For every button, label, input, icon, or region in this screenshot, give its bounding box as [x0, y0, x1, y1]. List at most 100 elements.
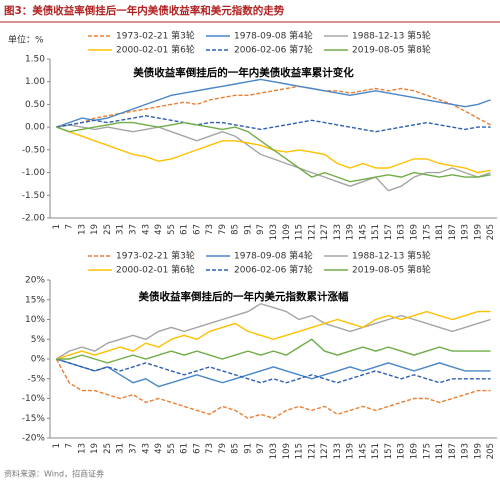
- x-tick-label: 61: [180, 443, 190, 454]
- x-tick-label: 97: [256, 443, 266, 454]
- x-tick-label: 13: [77, 224, 87, 235]
- y-tick-label: 0.50: [25, 100, 45, 110]
- chart-title: 美债收益率倒挂后的一年内美债收益率累计变化: [133, 66, 354, 79]
- series-line: [56, 121, 491, 183]
- x-tick-label: 85: [231, 443, 241, 454]
- legend-label: 2000-02-01 第6轮: [116, 44, 195, 56]
- x-tick-label: 175: [422, 443, 432, 459]
- series-line: [56, 358, 491, 388]
- figure-title: 图3：美债收益率倒挂后一年内美债收益率和美元指数的走势: [4, 4, 285, 17]
- x-tick-label: 91: [243, 443, 253, 454]
- y-tick-label: 1.00: [25, 77, 45, 87]
- x-tick-label: 199: [473, 443, 483, 459]
- legend-label: 2000-02-01 第6轮: [116, 264, 195, 276]
- x-tick-label: 61: [180, 224, 190, 235]
- series-line: [56, 124, 491, 192]
- y-tick-label: -10%: [22, 394, 46, 404]
- x-tick-label: 1: [52, 443, 62, 448]
- x-tick-label: 7: [65, 443, 75, 448]
- x-tick-label: 103: [269, 443, 279, 459]
- y-tick-label: 15%: [25, 295, 45, 305]
- y-tick-label: 10%: [25, 315, 45, 325]
- x-tick-label: 151: [371, 224, 381, 240]
- x-tick-label: 205: [486, 443, 496, 459]
- legend-label: 1973-02-21 第3轮: [116, 30, 195, 42]
- x-tick-label: 43: [141, 443, 151, 454]
- x-tick-label: 91: [243, 224, 253, 235]
- series-line: [56, 338, 491, 364]
- x-tick-label: 145: [358, 443, 368, 459]
- x-tick-label: 169: [409, 443, 419, 459]
- x-tick-label: 187: [448, 224, 458, 240]
- y-tick-label: -20%: [22, 434, 46, 444]
- x-tick-label: 55: [167, 443, 177, 454]
- x-tick-label: 31: [116, 224, 126, 235]
- x-tick-label: 193: [461, 224, 471, 240]
- x-tick-label: 115: [295, 443, 305, 459]
- x-tick-label: 79: [218, 443, 228, 454]
- x-tick-label: 157: [384, 443, 394, 459]
- legend-label: 2019-08-05 第8轮: [352, 264, 431, 276]
- x-tick-label: 31: [116, 443, 126, 454]
- series-line: [56, 85, 491, 128]
- y-tick-label: 0.00: [25, 123, 45, 133]
- x-tick-label: 181: [435, 224, 445, 240]
- x-tick-label: 19: [90, 224, 100, 235]
- source: 资料来源：Wind，招商证券: [4, 469, 104, 479]
- y-tick-label: 1.50: [25, 55, 45, 65]
- series-line: [56, 115, 491, 133]
- y-tick-label: -0.50: [22, 145, 46, 155]
- y-tick-label: 5%: [31, 335, 46, 345]
- x-tick-label: 49: [154, 224, 164, 235]
- y-tick-label: -15%: [22, 414, 46, 424]
- x-tick-label: 133: [333, 443, 343, 459]
- x-tick-label: 7: [65, 224, 75, 229]
- x-tick-label: 109: [282, 443, 292, 459]
- x-tick-label: 181: [435, 443, 445, 459]
- x-tick-label: 1: [52, 224, 62, 229]
- x-tick-label: 85: [231, 224, 241, 235]
- x-tick-label: 73: [205, 443, 215, 454]
- y-tick-label: -5%: [27, 374, 45, 384]
- legend-label: 2006-02-06 第7轮: [234, 44, 313, 56]
- legend-label: 1978-09-08 第4轮: [234, 250, 313, 262]
- series-line: [55, 358, 491, 420]
- legend-label: 1988-12-13 第5轮: [352, 30, 431, 42]
- chart-title: 美债收益率倒挂后的一年内美元指数累计涨幅: [139, 290, 349, 303]
- x-tick-label: 19: [90, 443, 100, 454]
- x-tick-label: 163: [397, 224, 407, 240]
- x-tick-label: 67: [192, 224, 202, 235]
- x-tick-label: 169: [409, 224, 419, 240]
- x-tick-label: 103: [269, 224, 279, 240]
- x-tick-label: 199: [473, 224, 483, 240]
- x-tick-label: 145: [358, 224, 368, 240]
- x-tick-label: 163: [397, 443, 407, 459]
- series-line: [56, 78, 491, 128]
- x-tick-label: 109: [282, 224, 292, 240]
- x-tick-label: 49: [154, 443, 164, 454]
- x-tick-label: 37: [129, 443, 139, 454]
- x-tick-label: 55: [167, 224, 177, 235]
- legend-label: 2019-08-05 第8轮: [352, 44, 431, 56]
- x-tick-label: 43: [141, 224, 151, 235]
- x-tick-label: 151: [371, 443, 381, 459]
- x-tick-label: 67: [192, 443, 202, 454]
- series-line: [56, 358, 491, 384]
- x-tick-label: 97: [256, 224, 266, 235]
- x-tick-label: 139: [346, 224, 356, 240]
- x-tick-label: 157: [384, 224, 394, 240]
- y-tick-label: 0%: [31, 355, 46, 365]
- x-tick-label: 13: [77, 443, 87, 454]
- legend-label: 1973-02-21 第3轮: [116, 250, 195, 262]
- x-tick-label: 205: [486, 224, 496, 240]
- x-tick-label: 175: [422, 224, 432, 240]
- y-tick-label: 20%: [25, 276, 45, 286]
- x-tick-label: 133: [333, 224, 343, 240]
- x-tick-label: 115: [295, 224, 305, 240]
- x-tick-label: 25: [103, 443, 113, 454]
- x-tick-label: 25: [103, 224, 113, 235]
- x-tick-label: 193: [461, 443, 471, 459]
- x-tick-label: 127: [320, 224, 330, 240]
- x-tick-label: 37: [129, 224, 139, 235]
